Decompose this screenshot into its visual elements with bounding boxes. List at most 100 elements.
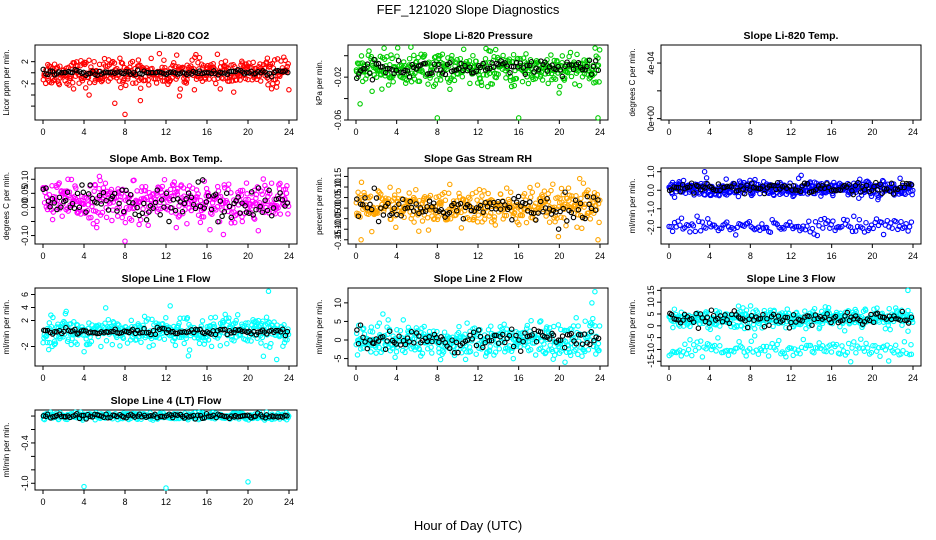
data-point-black (279, 197, 286, 203)
data-point (677, 222, 683, 228)
data-point (184, 220, 190, 227)
data-point (174, 188, 180, 195)
data-point-black (378, 64, 384, 70)
data-point (150, 342, 156, 348)
data-point (868, 193, 875, 200)
data-point-black (230, 68, 236, 75)
data-point-black (386, 66, 393, 72)
data-point (546, 219, 553, 225)
data-point (478, 82, 485, 89)
y-tick-label: 0.05 (333, 189, 343, 207)
data-point (573, 315, 579, 321)
data-point (793, 223, 800, 230)
data-point (467, 80, 473, 87)
data-point (411, 219, 417, 225)
data-point-black (371, 56, 377, 63)
data-point (715, 335, 721, 341)
data-point-black (402, 67, 408, 74)
data-point (556, 90, 562, 96)
y-tick-label: 0.05 (20, 185, 30, 203)
data-point-black (368, 206, 375, 213)
data-point (57, 63, 63, 69)
x-tick-label: 12 (473, 251, 483, 261)
data-point-black (270, 205, 277, 211)
data-point (142, 183, 149, 190)
x-tick-label: 8 (122, 373, 127, 383)
data-point-black (417, 205, 424, 211)
data-point (551, 57, 558, 64)
x-tick-label: 24 (284, 497, 294, 507)
data-point (575, 323, 581, 329)
data-point-black (527, 199, 533, 205)
data-point (429, 350, 435, 356)
data-point (703, 175, 710, 181)
x-tick-label: 20 (554, 373, 564, 383)
outlier-point (358, 237, 364, 243)
data-point-black (577, 200, 584, 207)
data-point (380, 311, 386, 317)
data-point (539, 193, 546, 200)
data-point-black (40, 66, 46, 73)
data-point (186, 347, 193, 353)
data-point-black (141, 200, 147, 207)
data-point (416, 228, 422, 234)
data-point (503, 75, 509, 81)
data-point (131, 205, 138, 211)
data-point (368, 324, 375, 330)
data-point (851, 213, 857, 220)
data-point-black (87, 182, 93, 188)
data-point-black (528, 59, 535, 65)
outlier-point (260, 353, 267, 360)
data-point-black (451, 67, 457, 73)
data-point (802, 308, 808, 314)
data-point (863, 219, 869, 226)
data-point (818, 193, 824, 199)
data-point (445, 190, 452, 197)
data-point-black (143, 217, 150, 223)
y-axis-label: kPa per min. (315, 60, 324, 105)
data-point (718, 225, 725, 232)
data-point (491, 54, 497, 60)
data-point-black (262, 197, 268, 204)
data-point (412, 196, 418, 203)
data-point (161, 336, 168, 343)
data-point (735, 193, 742, 200)
data-point (689, 352, 695, 359)
data-point (567, 49, 574, 56)
data-point (70, 86, 77, 92)
outlier-point (576, 175, 583, 182)
x-tick-label: 0 (666, 127, 671, 137)
data-point (111, 60, 118, 66)
data-point (284, 183, 290, 189)
data-point (818, 216, 824, 223)
data-point (226, 315, 232, 321)
data-point (771, 192, 777, 199)
data-point (130, 80, 136, 86)
data-point (123, 82, 129, 89)
data-point (105, 316, 112, 323)
data-point (687, 229, 693, 235)
data-point-black (584, 63, 590, 70)
data-point (816, 223, 822, 229)
data-point-black (114, 69, 120, 75)
data-point-black (540, 208, 546, 215)
data-point (784, 306, 791, 312)
data-point (49, 216, 56, 223)
data-point (358, 53, 365, 59)
data-point (462, 356, 469, 363)
data-point-black (353, 75, 360, 82)
data-point (511, 209, 518, 216)
data-point-black (570, 66, 577, 73)
data-point (374, 210, 381, 216)
x-tick-label: 24 (284, 127, 294, 137)
data-point (368, 53, 375, 60)
x-tick-label: 8 (435, 373, 440, 383)
data-point-black (217, 198, 224, 204)
data-point (527, 184, 533, 191)
data-point-black (420, 209, 426, 215)
data-point (851, 339, 857, 345)
data-point (138, 196, 145, 202)
data-point (389, 55, 395, 62)
x-tick-label: 0 (40, 373, 45, 383)
x-tick-label: 24 (595, 127, 605, 137)
